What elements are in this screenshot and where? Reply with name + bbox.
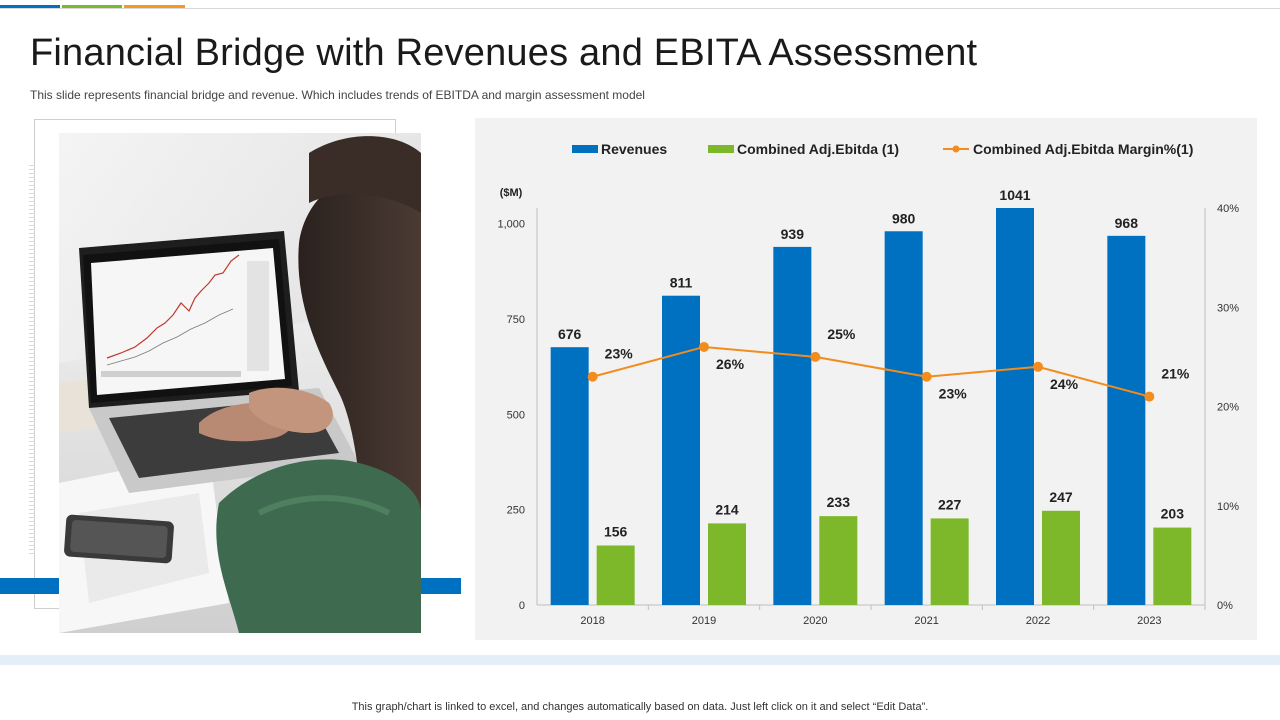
- photo-frame-ruler: [29, 165, 35, 555]
- margin-point: [810, 351, 821, 362]
- x-tick-label: 2019: [692, 615, 716, 627]
- top-accent-bar: [0, 0, 1280, 9]
- legend-swatch-margin-dot: [952, 145, 960, 153]
- revenue-bar: [996, 208, 1034, 605]
- ebitda-data-label: 156: [604, 524, 628, 540]
- revenue-data-label: 980: [892, 210, 916, 226]
- y2-tick-label: 40%: [1217, 203, 1239, 215]
- ebitda-bar: [819, 516, 858, 605]
- photo-woman-laptop-trading: [59, 133, 421, 633]
- revenue-data-label: 676: [558, 326, 582, 342]
- legend-label-revenues: Revenues: [601, 141, 667, 157]
- revenue-data-label: 1041: [999, 187, 1030, 203]
- ebitda-data-label: 247: [1049, 489, 1073, 505]
- margin-data-label: 24%: [1050, 376, 1079, 392]
- revenue-bar: [1107, 235, 1146, 605]
- revenue-bar: [773, 246, 812, 605]
- y2-tick-label: 30%: [1217, 302, 1239, 314]
- revenue-bar: [884, 231, 923, 605]
- revenue-bar: [550, 347, 589, 605]
- x-tick-label: 2023: [1137, 615, 1161, 627]
- y2-tick-label: 10%: [1217, 501, 1239, 513]
- x-tick-label: 2018: [580, 615, 604, 627]
- margin-data-label: 26%: [716, 356, 745, 372]
- blue-accent-strip-right: [421, 578, 461, 594]
- ebitda-bar: [1042, 510, 1080, 605]
- revenue-data-label: 939: [781, 226, 805, 242]
- y2-tick-label: 0%: [1217, 600, 1233, 612]
- revenue-bar: [662, 295, 700, 605]
- margin-data-label: 21%: [1161, 366, 1190, 382]
- y-tick-label: 1,000: [497, 219, 525, 231]
- ebitda-data-label: 233: [827, 494, 851, 510]
- bottom-accent-band: [0, 655, 1280, 665]
- margin-point: [587, 371, 598, 382]
- y-axis-unit-label: ($M): [500, 187, 523, 199]
- slide-title: Financial Bridge with Revenues and EBITA…: [30, 32, 978, 74]
- legend-label-ebitda: Combined Adj.Ebitda (1): [737, 141, 899, 157]
- blue-accent-strip-left: [0, 578, 60, 594]
- ebitda-bar: [596, 545, 635, 605]
- ebitda-data-label: 203: [1161, 506, 1185, 522]
- chart-panel: 0 250 500 750 1,000 0% 10% 20% 30% 40% ($M) 2018 201…: [475, 118, 1257, 640]
- ebitda-data-label: 214: [715, 501, 739, 517]
- margin-point: [921, 371, 932, 382]
- legend-swatch-ebitda: [708, 145, 734, 153]
- footer-note: This graph/chart is linked to excel, and…: [351, 701, 929, 713]
- margin-point: [699, 341, 709, 352]
- y2-tick-label: 20%: [1217, 402, 1239, 414]
- ebitda-bar: [1153, 527, 1192, 605]
- ebitda-data-label: 227: [938, 496, 962, 512]
- margin-line: [592, 345, 1150, 398]
- margin-data-label: 25%: [827, 326, 856, 342]
- margin-point: [1144, 391, 1155, 402]
- x-tick-label: 2021: [914, 615, 938, 627]
- slide-subtitle: This slide represents financial bridge a…: [30, 88, 645, 102]
- y-tick-label: 500: [507, 409, 525, 421]
- x-tick-label: 2022: [1026, 615, 1050, 627]
- accent-segment-orange: [124, 5, 185, 9]
- margin-data-label: 23%: [605, 346, 634, 362]
- top-divider-line: [0, 8, 1280, 9]
- ebitda-bar: [708, 523, 746, 605]
- ebitda-bar: [930, 518, 969, 605]
- revenue-data-label: 811: [670, 275, 693, 291]
- legend-label-margin: Combined Adj.Ebitda Margin%(1): [973, 141, 1193, 157]
- x-tick-label: 2020: [803, 615, 827, 627]
- financial-bridge-chart: 0 250 500 750 1,000 0% 10% 20% 30% 40% ($M) 2018 201…: [497, 141, 1239, 627]
- revenue-data-label: 968: [1115, 215, 1139, 231]
- margin-data-label: 23%: [939, 386, 968, 402]
- y-tick-label: 0: [519, 600, 525, 612]
- accent-segment-green: [62, 5, 122, 9]
- margin-point: [1033, 361, 1043, 372]
- accent-segment-blue: [0, 5, 60, 9]
- y-tick-label: 750: [507, 314, 525, 326]
- legend-swatch-revenues: [572, 145, 598, 153]
- y-tick-label: 250: [507, 505, 525, 517]
